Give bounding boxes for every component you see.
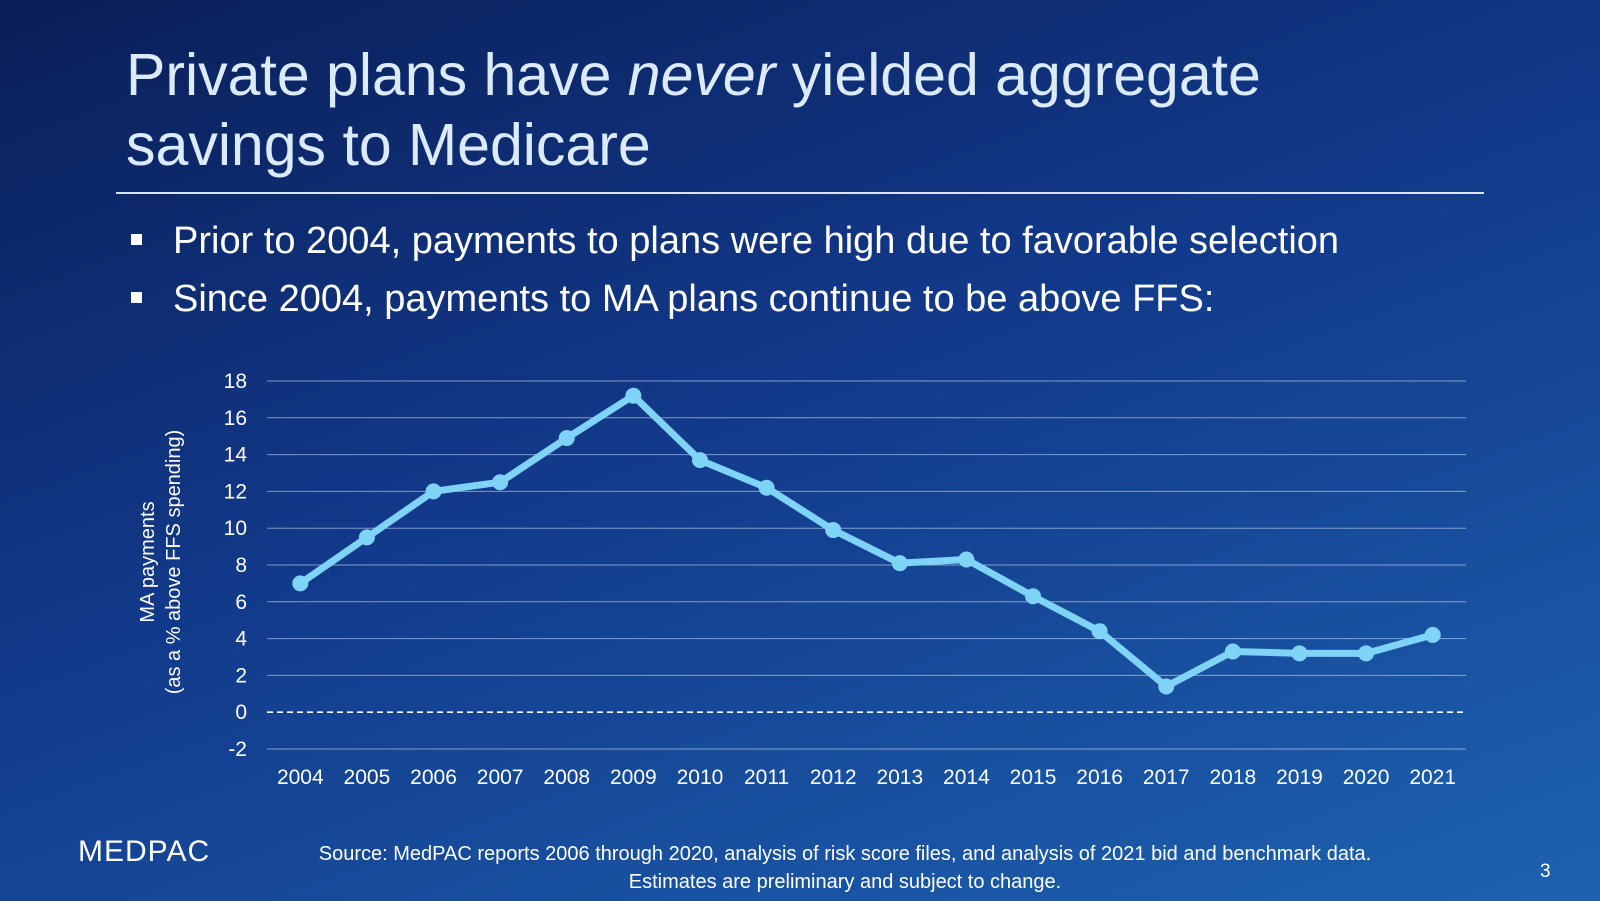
series-line — [296, 392, 1437, 690]
bullet-square-icon — [131, 292, 142, 303]
page-number: 3 — [1540, 861, 1551, 882]
grid-lines — [267, 380, 1466, 750]
x-tick-label: 2018 — [1210, 766, 1257, 789]
data-point — [1091, 623, 1108, 640]
title-divider — [116, 192, 1484, 194]
data-points — [292, 387, 1441, 695]
bullet-text: Since 2004, payments to MA plans continu… — [173, 278, 1215, 320]
x-tick-label: 2009 — [610, 766, 657, 789]
title-text-start: Private plans have — [126, 42, 628, 108]
x-tick-label: 2007 — [477, 766, 524, 789]
y-tick-label: 12 — [224, 480, 247, 503]
bullet-item: Since 2004, payments to MA plans continu… — [126, 270, 1339, 328]
y-axis-title: MA payments (as a % above FFS spending) — [137, 430, 185, 695]
data-point — [558, 430, 575, 447]
bullet-item: Prior to 2004, payments to plans were hi… — [126, 212, 1339, 270]
source-line-1: Source: MedPAC reports 2006 through 2020… — [318, 843, 1372, 865]
bullet-text: Prior to 2004, payments to plans were hi… — [173, 220, 1340, 262]
x-tick-label: 2006 — [410, 766, 457, 789]
data-point — [1424, 626, 1441, 643]
x-tick-label: 2017 — [1143, 766, 1190, 789]
title-text-end: yielded aggregate savings to Medicare — [126, 42, 1261, 178]
data-point — [425, 483, 442, 500]
bullet-square-icon — [131, 234, 142, 245]
y-tick-label: 8 — [235, 554, 247, 577]
y-tick-label: -2 — [228, 738, 247, 761]
y-tick-label: 16 — [224, 407, 247, 430]
x-tick-label: 2005 — [344, 766, 391, 789]
data-point — [1025, 588, 1042, 605]
data-point — [891, 555, 908, 572]
data-point — [292, 575, 309, 592]
bullet-list: Prior to 2004, payments to plans were hi… — [126, 212, 1339, 328]
x-axis-labels: 2004 2005 2006 2007 2008 2009 2010 2011 2012 2013… — [277, 766, 1456, 789]
data-point — [1291, 645, 1308, 662]
x-tick-label: 2011 — [744, 766, 789, 789]
data-point — [492, 474, 509, 491]
data-point — [758, 479, 775, 496]
x-tick-label: 2014 — [943, 766, 990, 789]
data-point — [691, 452, 708, 469]
y-axis-ticks: 18 16 14 12 10 8 6 4 2 0 -2 — [224, 370, 248, 761]
data-point — [958, 551, 975, 568]
x-tick-label: 2013 — [876, 766, 923, 789]
x-tick-label: 2016 — [1076, 766, 1123, 789]
y-tick-label: 4 — [235, 628, 247, 651]
x-tick-label: 2004 — [277, 766, 324, 789]
data-point — [358, 529, 375, 546]
source-line-2: Estimates are preliminary and subject to… — [628, 871, 1062, 893]
y-tick-label: 0 — [235, 701, 247, 724]
x-tick-label: 2020 — [1343, 766, 1390, 789]
x-tick-label: 2008 — [543, 766, 590, 789]
x-tick-label: 2019 — [1276, 766, 1323, 789]
y-tick-label: 6 — [235, 591, 247, 614]
data-point — [1224, 643, 1241, 660]
x-tick-label: 2021 — [1409, 766, 1456, 789]
x-tick-label: 2010 — [677, 766, 724, 789]
data-point — [1158, 678, 1175, 695]
data-point — [625, 387, 642, 404]
y-tick-label: 10 — [224, 517, 247, 540]
y-tick-label: 18 — [224, 370, 247, 393]
slide-title: Private plans have never yielded aggrega… — [126, 40, 1466, 180]
y-tick-label: 2 — [235, 664, 247, 687]
data-point — [1358, 645, 1375, 662]
y-tick-label: 14 — [224, 444, 248, 467]
title-emphasis: never — [627, 42, 776, 108]
data-point — [825, 522, 842, 539]
x-tick-label: 2012 — [810, 766, 857, 789]
source-note: Source: MedPAC reports 2006 through 2020… — [240, 840, 1450, 896]
x-tick-label: 2015 — [1010, 766, 1057, 789]
medpac-logo: MEDPAC — [78, 835, 211, 868]
